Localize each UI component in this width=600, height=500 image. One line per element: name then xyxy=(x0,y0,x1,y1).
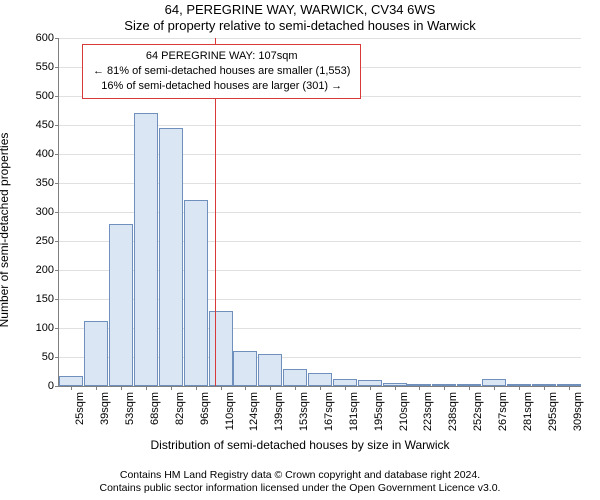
histogram-bar xyxy=(258,354,282,386)
y-tick-label: 50 xyxy=(42,351,54,363)
x-tick-label: 295sqm xyxy=(547,392,559,431)
x-tick-label: 124sqm xyxy=(248,392,260,431)
x-tick-label: 181sqm xyxy=(348,392,360,431)
x-tick xyxy=(569,386,570,390)
x-tick-label: 153sqm xyxy=(298,392,310,431)
y-tick xyxy=(55,125,59,126)
histogram-bar xyxy=(59,376,83,386)
x-tick-label: 139sqm xyxy=(273,392,285,431)
x-tick-label: 39sqm xyxy=(99,392,111,425)
x-tick xyxy=(519,386,520,390)
chart-title-sub: Size of property relative to semi-detach… xyxy=(0,18,600,33)
x-tick-label: 82sqm xyxy=(174,392,186,425)
x-tick xyxy=(221,386,222,390)
y-tick-label: 600 xyxy=(36,32,54,44)
y-tick-label: 400 xyxy=(36,148,54,160)
histogram-bar xyxy=(84,321,108,386)
x-tick xyxy=(196,386,197,390)
histogram-bar xyxy=(283,369,307,386)
x-tick-label: 223sqm xyxy=(422,392,434,431)
x-tick-label: 53sqm xyxy=(124,392,136,425)
x-tick-label: 238sqm xyxy=(447,392,459,431)
histogram-bar xyxy=(333,379,357,386)
y-tick-label: 250 xyxy=(36,235,54,247)
x-tick xyxy=(469,386,470,390)
callout-line-1: 64 PEREGRINE WAY: 107sqm xyxy=(93,49,350,64)
histogram-bar xyxy=(308,373,332,386)
y-tick xyxy=(55,386,59,387)
x-tick xyxy=(295,386,296,390)
x-tick xyxy=(71,386,72,390)
y-tick-label: 0 xyxy=(48,380,54,392)
y-tick xyxy=(55,299,59,300)
histogram-bar xyxy=(159,128,183,386)
y-tick-label: 200 xyxy=(36,264,54,276)
x-tick xyxy=(146,386,147,390)
x-tick xyxy=(171,386,172,390)
y-tick xyxy=(55,67,59,68)
y-tick xyxy=(55,270,59,271)
y-tick xyxy=(55,241,59,242)
x-tick-label: 167sqm xyxy=(323,392,335,431)
y-tick xyxy=(55,38,59,39)
x-tick xyxy=(494,386,495,390)
y-axis-label: Number of semi-detached properties xyxy=(0,35,11,230)
gridline xyxy=(59,38,581,39)
y-tick-label: 100 xyxy=(36,322,54,334)
y-tick-label: 500 xyxy=(36,90,54,102)
x-tick xyxy=(121,386,122,390)
y-tick xyxy=(55,357,59,358)
x-tick xyxy=(370,386,371,390)
x-tick xyxy=(345,386,346,390)
y-tick-label: 350 xyxy=(36,177,54,189)
x-axis-label: Distribution of semi-detached houses by … xyxy=(0,438,600,452)
copyright-text: Contains HM Land Registry data © Crown c… xyxy=(0,469,600,496)
x-tick-label: 281sqm xyxy=(522,392,534,431)
y-tick xyxy=(55,183,59,184)
x-tick-label: 110sqm xyxy=(224,392,236,430)
y-tick-label: 300 xyxy=(36,206,54,218)
x-tick-label: 68sqm xyxy=(149,392,161,425)
chart-title-main: 64, PEREGRINE WAY, WARWICK, CV34 6WS xyxy=(0,2,600,17)
y-tick xyxy=(55,96,59,97)
x-tick xyxy=(245,386,246,390)
x-tick xyxy=(419,386,420,390)
y-tick-label: 450 xyxy=(36,119,54,131)
histogram-bar xyxy=(209,311,233,386)
y-tick xyxy=(55,212,59,213)
x-tick-label: 195sqm xyxy=(373,392,385,431)
x-tick xyxy=(544,386,545,390)
x-tick-label: 267sqm xyxy=(497,392,509,431)
histogram-bar xyxy=(184,200,208,386)
x-tick xyxy=(444,386,445,390)
x-tick-label: 309sqm xyxy=(572,392,584,431)
y-tick-label: 550 xyxy=(36,61,54,73)
x-tick-label: 25sqm xyxy=(74,392,86,425)
x-tick xyxy=(270,386,271,390)
histogram-bar xyxy=(109,224,133,386)
y-tick-label: 150 xyxy=(36,293,54,305)
callout-box: 64 PEREGRINE WAY: 107sqm ← 81% of semi-d… xyxy=(82,44,361,99)
x-tick-label: 252sqm xyxy=(472,392,484,431)
histogram-bar xyxy=(233,351,257,386)
x-tick xyxy=(320,386,321,390)
x-tick-label: 210sqm xyxy=(398,392,410,431)
x-tick xyxy=(395,386,396,390)
x-tick-label: 96sqm xyxy=(199,392,211,425)
y-tick xyxy=(55,154,59,155)
histogram-bar xyxy=(134,113,158,386)
y-tick xyxy=(55,328,59,329)
callout-line-3: 16% of semi-detached houses are larger (… xyxy=(93,79,350,94)
callout-line-2: ← 81% of semi-detached houses are smalle… xyxy=(93,64,350,79)
x-tick xyxy=(96,386,97,390)
histogram-bar xyxy=(482,379,506,386)
